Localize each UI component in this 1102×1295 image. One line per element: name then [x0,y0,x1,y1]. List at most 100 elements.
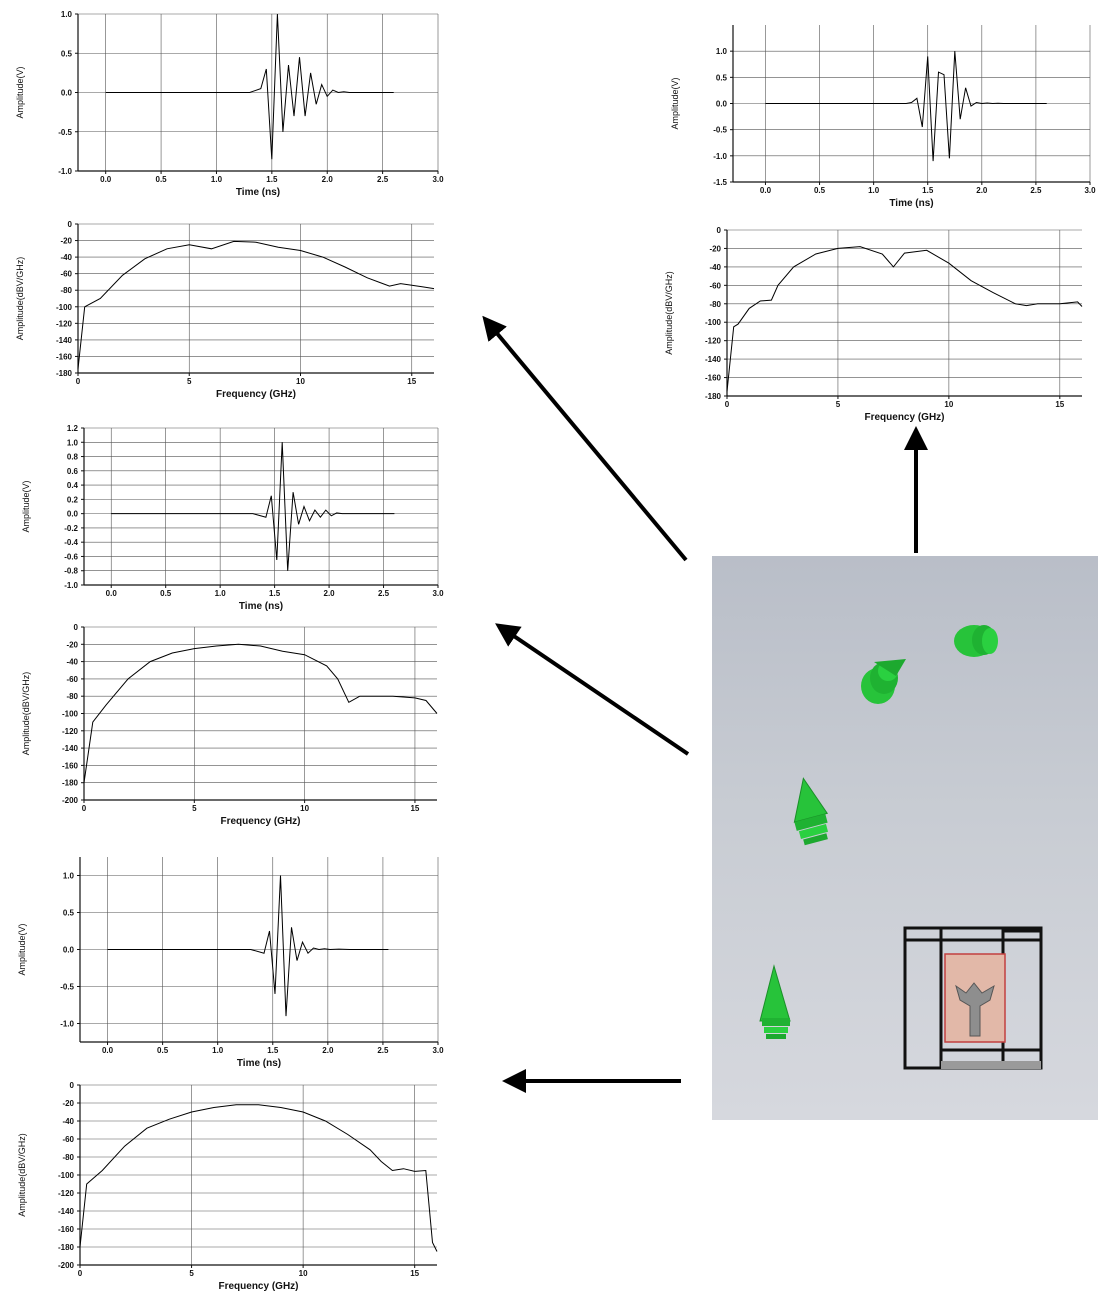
green-tip-upper [861,659,906,704]
chart-time_c-xtick-label: 2.5 [377,1046,389,1055]
chart-time_right-ytick-label: 1.0 [716,47,728,56]
chart-freq_b-xtick-label: 15 [410,804,419,813]
green-tip-bottom [759,964,791,1039]
chart-freq_c-ylabel: Amplitude(dBV/GHz) [17,1133,27,1217]
chart-time_b-xtick-label: 2.5 [378,589,390,598]
chart-freq_c-ytick-label: -200 [58,1261,75,1270]
chart-freq_right-ytick-label: -40 [709,263,721,272]
chart-freq_a-ytick-label: -20 [60,237,72,246]
chart-time_b-series-line [111,442,395,571]
chart-freq_a-xtick-label: 5 [187,377,192,386]
chart-freq_right-ytick-label: -80 [709,300,721,309]
chart-freq_a-ylabel: Amplitude(dBV/GHz) [15,257,25,341]
chart-freq_right-ytick-label: -180 [705,392,722,401]
chart-time_right-xtick-label: 3.0 [1084,186,1096,195]
chart-freq_c-ytick-label: -180 [58,1243,75,1252]
chart-time_a-xtick-label: 3.0 [432,175,444,184]
chart-freq_c-ytick-label: -100 [58,1171,75,1180]
chart-freq_b-xlabel: Frequency (GHz) [220,816,300,827]
chart-freq_a-xtick-label: 15 [407,377,416,386]
chart-freq_b-ytick-label: -180 [62,779,79,788]
antenna-element [955,982,995,1037]
chart-time_right-series-line [765,51,1047,162]
chart-time_right-xtick-label: 2.0 [976,186,988,195]
chart-freq_right-ytick-label: -100 [705,318,722,327]
chart-freq_b-ytick-label: -20 [66,640,78,649]
chart-time_a-xtick-label: 2.0 [322,175,334,184]
chart-freq_c-ytick-label: -40 [62,1117,74,1126]
chart-freq_c-ytick-label: -80 [62,1153,74,1162]
chart-freq_b-ytick-label: -120 [62,727,79,736]
chart-freq_right-ytick-label: -120 [705,337,722,346]
chart-freq_a-ytick-label: -120 [56,319,73,328]
chart-time_c-ytick-label: -1.0 [60,1020,74,1029]
chart-time_b-ytick-label: -1.0 [64,581,78,590]
chart-time_right-ytick-label: -0.5 [713,126,727,135]
chart-time_b-xtick-label: 2.0 [324,589,336,598]
chart-time_a-ytick-label: -1.0 [58,167,72,176]
chart-freq_c-xtick-label: 10 [299,1269,308,1278]
chart-time_a-xlabel: Time (ns) [236,187,280,198]
chart-time_a-ylabel: Amplitude(V) [15,66,25,118]
chart-time_c-series-line [107,875,389,1017]
chart-freq_a-ytick-label: 0 [68,220,73,229]
chart-time_b-xtick-label: 1.0 [215,589,227,598]
chart-time_b-ytick-label: 1.0 [67,438,79,447]
chart-time_b-ytick-label: -0.8 [64,567,78,576]
chart-time_right-ytick-label: 0.0 [716,100,728,109]
chart-freq_right-ytick-label: 0 [717,226,722,235]
chart-freq_a-ytick-label: -140 [56,336,73,345]
chart-time_a-series-line [105,13,394,160]
chart-time_right-ytick-label: -1.0 [713,152,727,161]
chart-time_a-ytick-label: -0.5 [58,128,72,137]
chart-freq_b-xtick-label: 5 [192,804,197,813]
chart-time_b-xtick-label: 1.5 [269,589,281,598]
chart-freq_right-xtick-label: 15 [1055,400,1064,409]
chart-freq_c-ytick-label: 0 [70,1081,75,1090]
chart-freq_b-xtick-label: 0 [82,804,87,813]
chart-freq_right-ylabel: Amplitude(dBV/GHz) [664,271,674,355]
chart-freq_a-ytick-label: -160 [56,352,73,361]
chart-freq_b-ytick-label: -200 [62,796,79,805]
chart-freq_b-ytick-label: -40 [66,658,78,667]
chart-time_b-ytick-label: 0.2 [67,495,79,504]
chart-time_b-ylabel: Amplitude(V) [21,480,31,532]
chart-freq_a-ytick-label: -180 [56,369,73,378]
chart-freq_c-ytick-label: -60 [62,1135,74,1144]
chart-freq_right-xlabel: Frequency (GHz) [864,412,944,423]
chart-time_c-ytick-label: -0.5 [60,983,74,992]
chart-time_right-ytick-label: 0.5 [716,73,728,82]
chart-freq_b-ytick-label: -140 [62,744,79,753]
chart-time_b-ytick-label: -0.4 [64,538,78,547]
chart-freq_a-xlabel: Frequency (GHz) [216,389,296,400]
chart-time_b-ytick-label: 1.2 [67,424,79,433]
chart-freq_a-xtick-label: 10 [296,377,305,386]
chart-freq_b-xtick-label: 10 [300,804,309,813]
chart-freq_a-ytick-label: -60 [60,270,72,279]
chart-time_a-xtick-label: 0.5 [156,175,168,184]
chart-freq_right-ytick-label: -60 [709,281,721,290]
chart-time_c-ylabel: Amplitude(V) [17,923,27,975]
chart-freq_a-ytick-label: -80 [60,286,72,295]
chart-time_b-xtick-label: 0.0 [106,589,118,598]
chart-time_b-xtick-label: 0.5 [160,589,172,598]
chart-time_a-ytick-label: 0.0 [61,89,73,98]
chart-freq_c-xtick-label: 0 [78,1269,83,1278]
chart-freq_b-ylabel: Amplitude(dBV/GHz) [21,672,31,756]
chart-time_b-ytick-label: 0.4 [67,481,79,490]
chart-freq_c-xtick-label: 5 [189,1269,194,1278]
chart-time_a-xtick-label: 1.0 [211,175,223,184]
chart-freq_a-xtick-label: 0 [76,377,81,386]
green-tip-top [954,625,998,657]
chart-time_a-xtick-label: 0.0 [100,175,112,184]
chart-time_c-xlabel: Time (ns) [237,1058,281,1069]
chart-freq_right-xtick-label: 0 [725,400,730,409]
chart-time_a-ytick-label: 1.0 [61,10,73,19]
chart-freq_b-ytick-label: -60 [66,675,78,684]
chart-time_b-ytick-label: 0.8 [67,453,79,462]
chart-time_c-xtick-label: 3.0 [432,1046,444,1055]
